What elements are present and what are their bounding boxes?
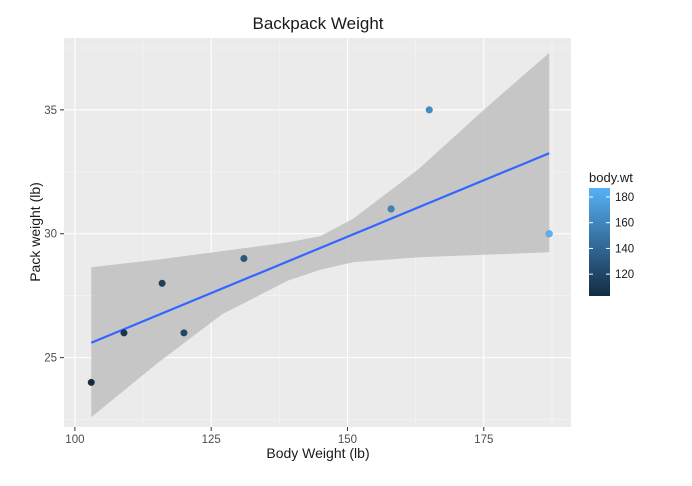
trend-line: [90, 152, 550, 344]
x-tick-label: 100: [65, 434, 84, 446]
y-tick-label: 25: [44, 353, 57, 365]
legend-tick-label: 180: [615, 192, 634, 204]
data-point: [158, 279, 166, 287]
legend-tick-label: 140: [615, 243, 634, 255]
chart-title: Backpack Weight: [252, 14, 383, 33]
data-point: [120, 329, 128, 337]
x-tick-label: 175: [474, 434, 493, 446]
data-point: [240, 254, 248, 263]
legend-tick-label: 120: [615, 269, 634, 281]
data-point: [87, 378, 95, 387]
data-point: [545, 230, 553, 238]
plot-area: 100 125 150 175 25 30 35: [44, 38, 571, 446]
x-axis-label: Body Weight (lb): [266, 445, 369, 461]
data-point: [387, 205, 395, 213]
y-tick-label: 30: [44, 229, 57, 241]
y-axis-label: Pack weight (lb): [27, 182, 43, 282]
data-point: [425, 106, 433, 114]
x-tick-label: 125: [202, 434, 221, 446]
y-tick-label: 35: [44, 105, 57, 117]
data-point: [180, 329, 188, 337]
legend-tick-label: 160: [615, 218, 634, 230]
legend-title: body.wt: [589, 170, 633, 185]
legend-colorbar: [589, 188, 610, 296]
x-tick-label: 150: [338, 434, 357, 446]
confidence-band: [91, 52, 550, 418]
